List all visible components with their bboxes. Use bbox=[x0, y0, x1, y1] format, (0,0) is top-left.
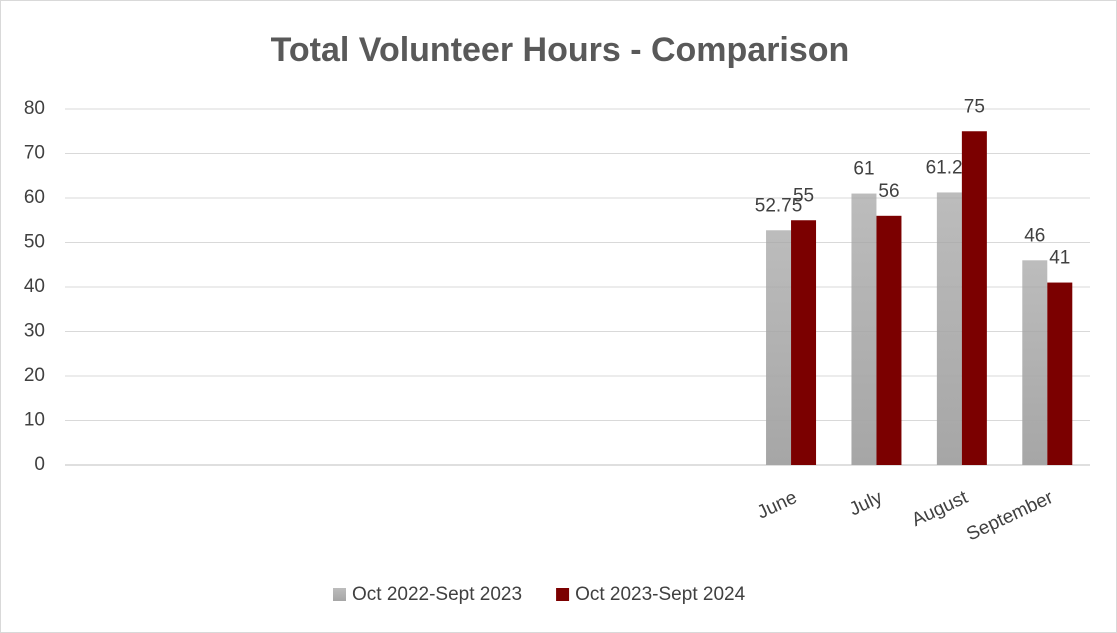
bar bbox=[876, 215, 902, 465]
data-label: 52.75 bbox=[755, 195, 803, 216]
legend-swatch bbox=[556, 588, 570, 601]
data-label: 55 bbox=[793, 185, 814, 206]
bar bbox=[961, 131, 987, 465]
bar bbox=[1047, 282, 1073, 465]
data-label: 75 bbox=[964, 96, 985, 117]
y-tick-label: 40 bbox=[24, 276, 45, 297]
bar bbox=[791, 220, 817, 465]
y-tick-label: 60 bbox=[24, 187, 45, 208]
y-tick-label: 80 bbox=[24, 98, 45, 119]
bar bbox=[766, 230, 792, 465]
legend-swatch bbox=[333, 588, 346, 601]
y-tick-label: 0 bbox=[34, 454, 45, 475]
y-tick-label: 20 bbox=[24, 365, 45, 386]
legend-label: Oct 2023-Sept 2024 bbox=[575, 584, 745, 605]
legend-label: Oct 2022-Sept 2023 bbox=[352, 584, 522, 605]
y-tick-label: 10 bbox=[24, 410, 45, 431]
chart-title: Total Volunteer Hours - Comparison bbox=[271, 31, 850, 69]
data-label: 46 bbox=[1024, 225, 1045, 246]
bar bbox=[1022, 260, 1048, 465]
bar bbox=[851, 193, 877, 466]
y-tick-label: 30 bbox=[24, 321, 45, 342]
data-label: 61.25 bbox=[926, 157, 974, 178]
data-label: 56 bbox=[878, 181, 899, 202]
data-label: 61 bbox=[853, 159, 874, 180]
y-tick-label: 70 bbox=[24, 143, 45, 164]
data-label: 41 bbox=[1049, 248, 1070, 269]
bar bbox=[936, 192, 962, 465]
y-tick-label: 50 bbox=[24, 232, 45, 253]
